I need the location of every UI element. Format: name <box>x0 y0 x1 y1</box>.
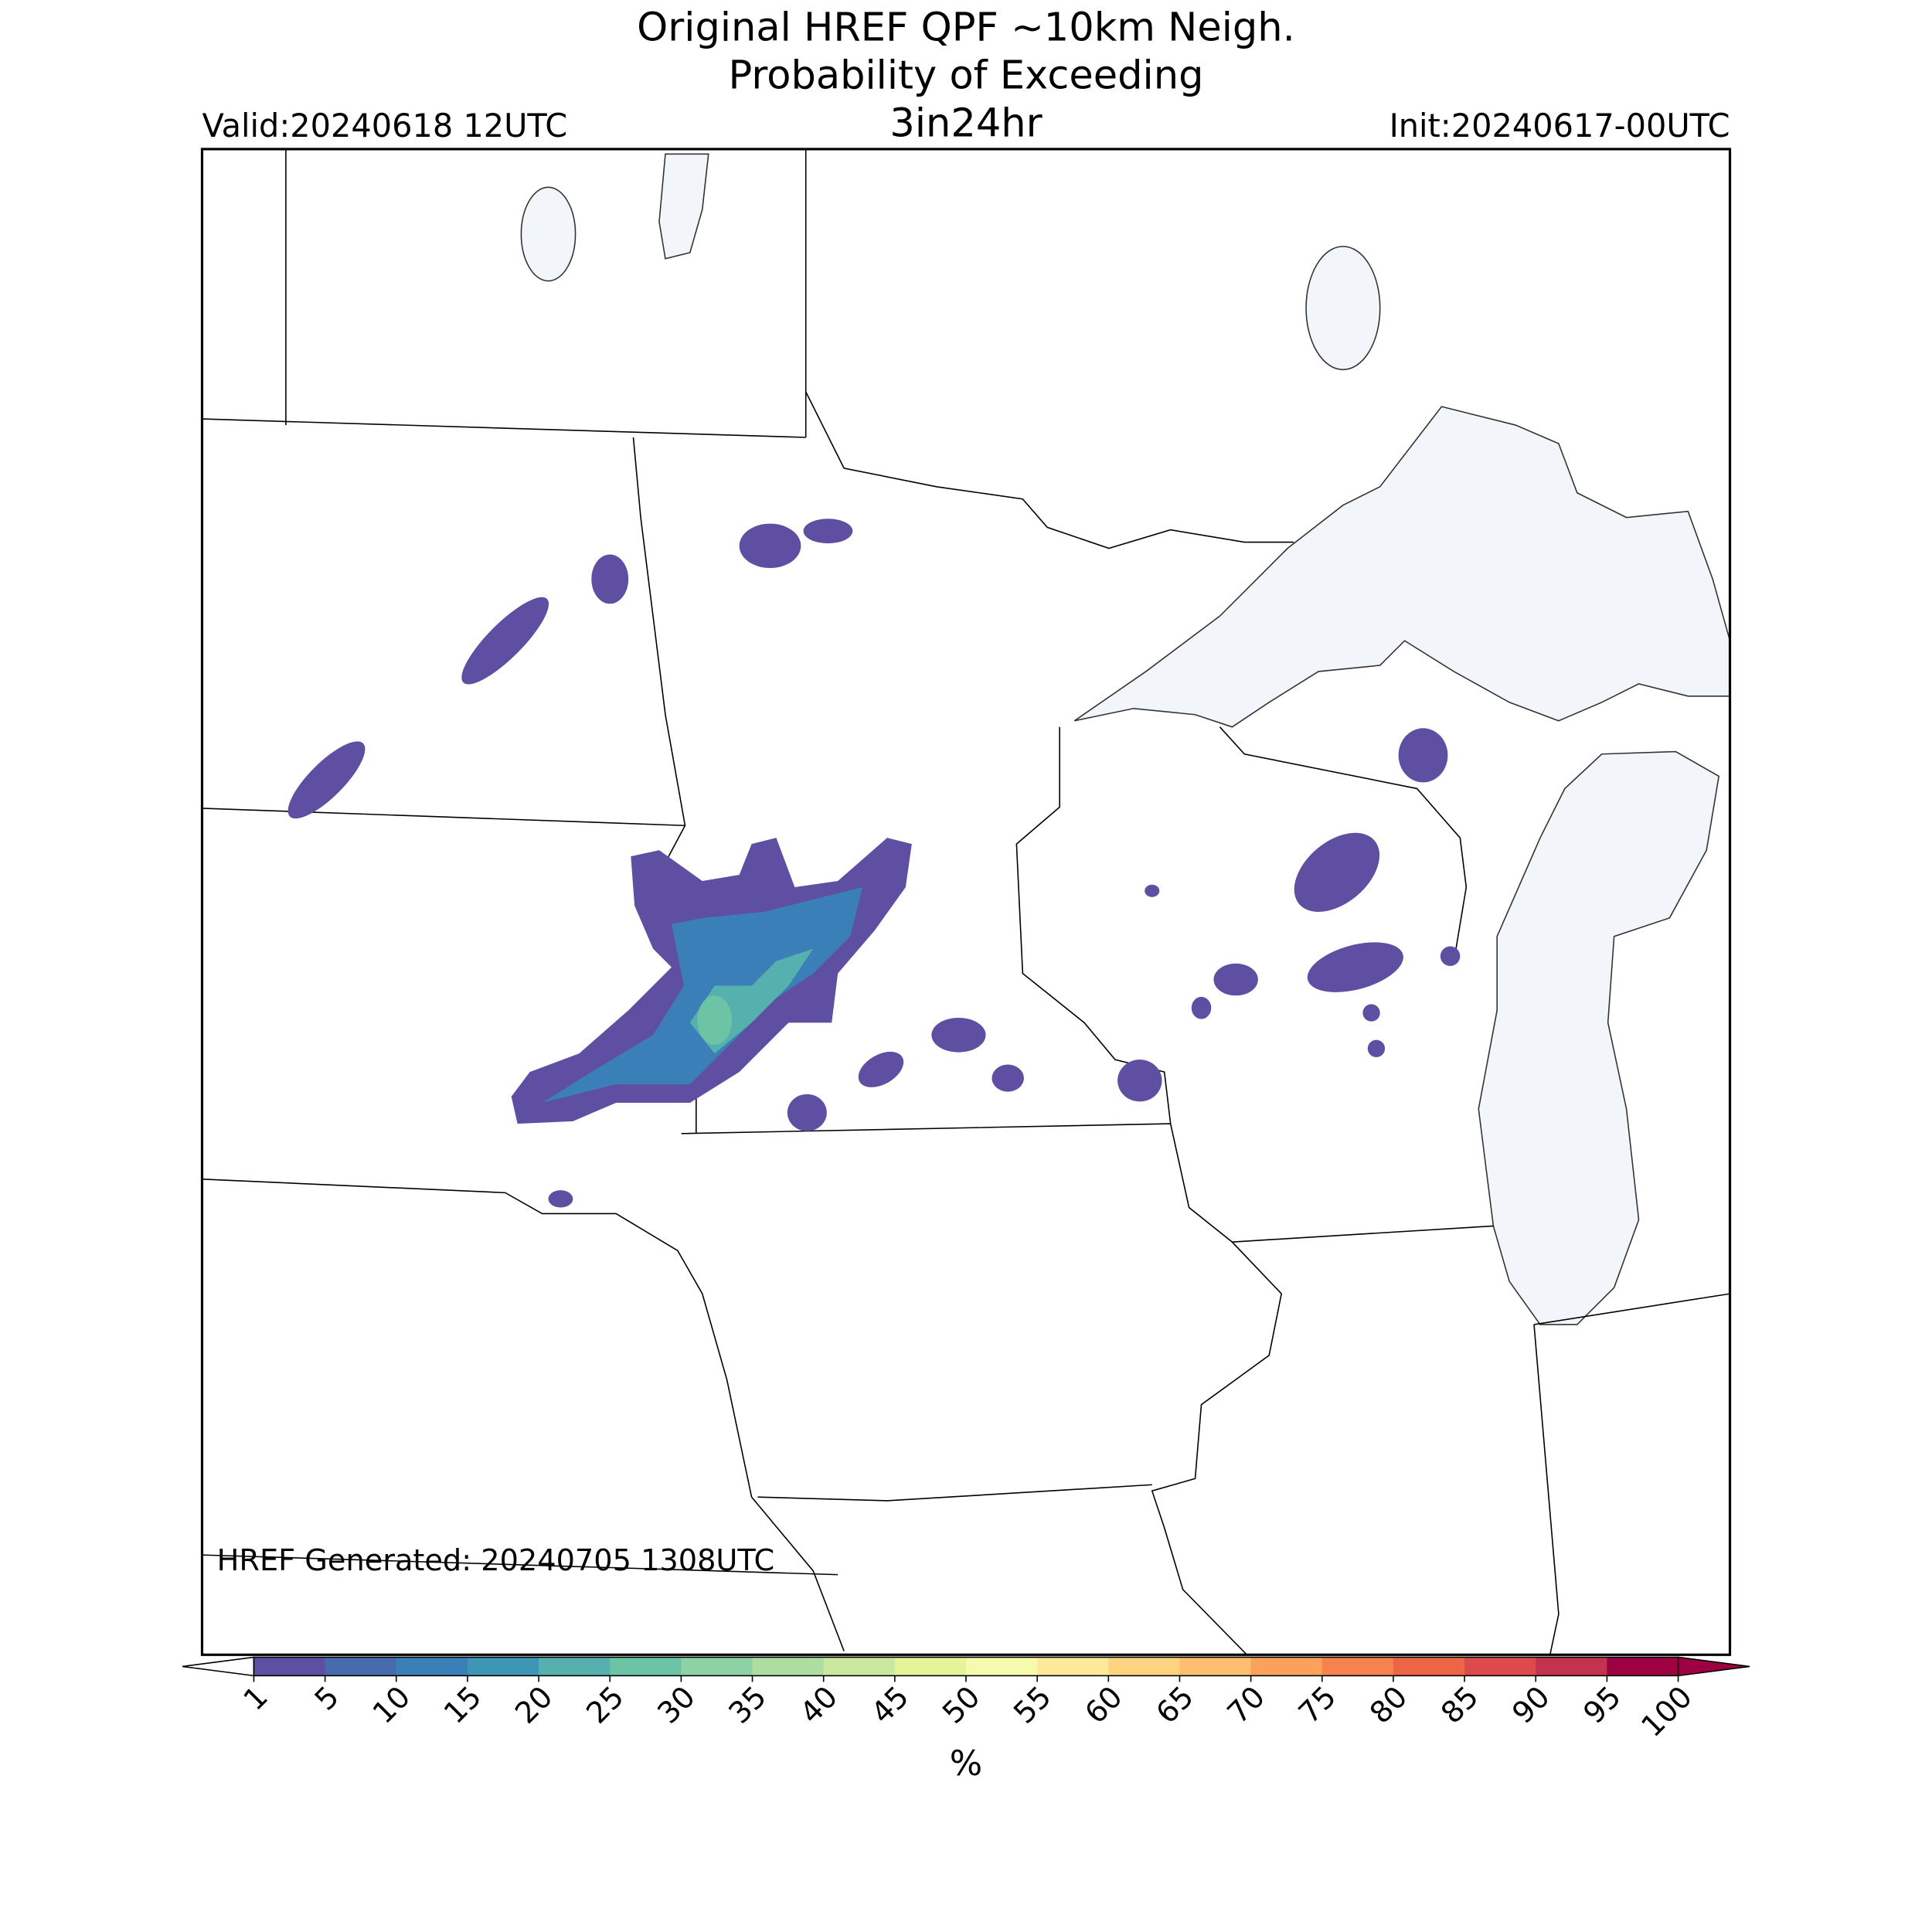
colorbar-segment <box>467 1657 539 1676</box>
colorbar-segment <box>1108 1657 1181 1676</box>
colorbar-tick-label: 60 <box>1078 1679 1129 1730</box>
border <box>202 1179 845 1651</box>
prob-area <box>1362 1004 1380 1022</box>
border <box>202 1293 1730 1655</box>
colorbar-segment <box>966 1657 1038 1676</box>
colorbar-tick-label: 65 <box>1149 1679 1200 1730</box>
colorbar-tick-label: 80 <box>1363 1679 1414 1730</box>
prob-area <box>739 523 801 569</box>
lake <box>658 153 709 260</box>
colorbar-tick-label: 50 <box>936 1679 987 1730</box>
colorbar-segment <box>539 1657 611 1676</box>
colorbar-under <box>182 1656 255 1677</box>
colorbar-tick-label: 55 <box>1007 1679 1058 1730</box>
colorbar-tick-label: 30 <box>651 1679 702 1730</box>
colorbar-segment <box>1536 1657 1608 1676</box>
title: Original HREF QPF ~10km Neigh. <box>637 5 1295 50</box>
prob-area <box>1367 1039 1386 1057</box>
colorbar-tick-label: 100 <box>1634 1679 1699 1743</box>
colorbar-tick-label: 5 <box>308 1679 346 1717</box>
lake-michigan <box>1478 750 1720 1325</box>
colorbar-tick-label: 10 <box>366 1679 417 1730</box>
probability-field <box>287 519 1461 1208</box>
valid-time: Valid:20240618 12UTC <box>202 107 567 145</box>
colorbar-tick-label: 35 <box>723 1679 774 1730</box>
lake <box>1305 246 1381 371</box>
prob-area <box>1117 1060 1162 1102</box>
prob-area <box>992 1064 1024 1092</box>
prob-area <box>548 1190 573 1208</box>
prob-area <box>787 1094 827 1131</box>
subtitle: Probability of Exceeding <box>729 53 1204 98</box>
colorbar-tick-label: 75 <box>1292 1679 1343 1730</box>
colorbar-segment <box>752 1657 825 1676</box>
colorbar-segment <box>1321 1657 1394 1676</box>
prob-area <box>461 597 549 685</box>
colorbar-segment <box>1464 1657 1537 1676</box>
colorbar-segment <box>1607 1657 1679 1676</box>
map <box>200 148 1732 1656</box>
colorbar-segment <box>1037 1657 1110 1676</box>
threshold: 3in24hr <box>889 101 1042 147</box>
prob-area <box>1191 996 1212 1019</box>
colorbar-tick-label: 70 <box>1221 1679 1272 1730</box>
colorbar-segment <box>1250 1657 1323 1676</box>
colorbar-segment <box>253 1657 326 1676</box>
colorbar-tick-label: 90 <box>1505 1679 1556 1730</box>
colorbar-tick-label: 25 <box>580 1679 631 1730</box>
colorbar-segment <box>1393 1657 1465 1676</box>
prob-area <box>542 886 863 1103</box>
lake-superior <box>1073 406 1731 728</box>
colorbar-tick-label: 1 <box>237 1679 275 1717</box>
prob-area <box>591 554 629 604</box>
prob-area <box>697 995 733 1046</box>
colorbar-segment <box>894 1657 967 1676</box>
colorbar-over <box>1677 1656 1750 1677</box>
colorbar-tick-label: 95 <box>1577 1679 1628 1730</box>
prob-area <box>1398 728 1448 783</box>
generated-note: HREF Generated: 20240705 1308UTC <box>217 1543 775 1578</box>
init-time: Init:20240617-00UTC <box>1389 107 1730 145</box>
colorbar-label: % <box>950 1743 982 1784</box>
colorbar-segment <box>823 1657 896 1676</box>
colorbar-segment <box>396 1657 468 1676</box>
colorbar-tick-label: 40 <box>794 1679 845 1730</box>
prob-area <box>1294 832 1380 912</box>
colorbar-tick-label: 45 <box>865 1679 916 1730</box>
lake <box>520 186 577 282</box>
colorbar-segment <box>1179 1657 1252 1676</box>
colorbar: 1 5 10 15 20 25 30 35 40 45 50 55 60 65 70 75 80 85 90 95 10… <box>182 1656 1750 1744</box>
prob-area <box>1440 946 1461 966</box>
colorbar-tick-label: 85 <box>1434 1679 1485 1730</box>
colorbar-tick-label: 15 <box>437 1679 488 1730</box>
border <box>202 148 1294 549</box>
prob-area <box>1145 884 1160 897</box>
prob-area <box>858 1051 904 1087</box>
colorbar-segment <box>681 1657 753 1676</box>
prob-area <box>803 519 853 544</box>
colorbar-segment <box>325 1657 397 1676</box>
colorbar-segment <box>610 1657 682 1676</box>
prob-area <box>931 1017 986 1053</box>
prob-area <box>1307 942 1403 992</box>
colorbar-tick-label: 20 <box>509 1679 560 1730</box>
prob-area <box>287 741 366 819</box>
map-frame <box>200 148 1732 1656</box>
prob-area <box>1213 963 1258 996</box>
border <box>681 1123 1283 1655</box>
